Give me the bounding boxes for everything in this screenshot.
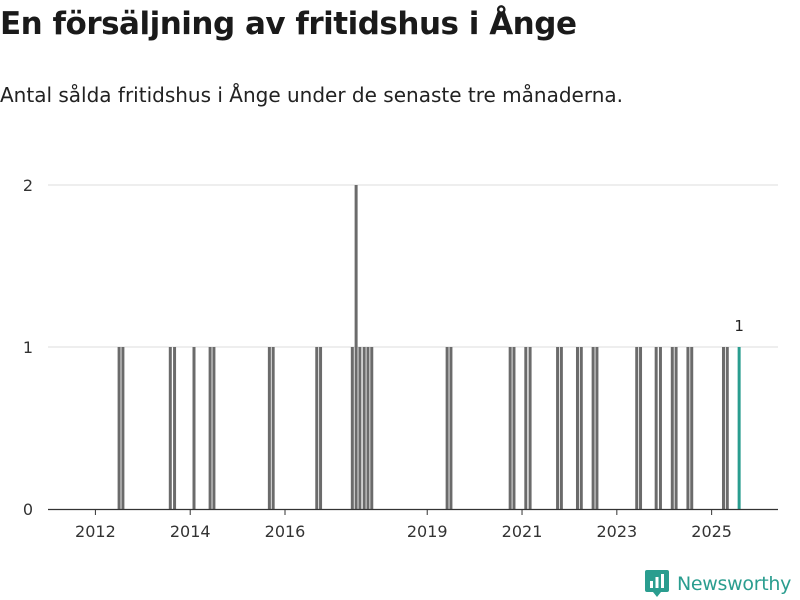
bar bbox=[212, 347, 216, 509]
bar bbox=[686, 347, 690, 509]
bar bbox=[271, 347, 275, 509]
x-tick-label: 2014 bbox=[170, 522, 211, 541]
bar bbox=[725, 347, 729, 509]
bar bbox=[512, 347, 516, 509]
chart-title: En försäljning av fritidshus i Ånge bbox=[0, 6, 577, 42]
newsworthy-icon bbox=[645, 570, 669, 597]
bar bbox=[639, 347, 643, 509]
bar bbox=[315, 347, 319, 509]
x-tick-label: 2012 bbox=[75, 522, 116, 541]
bar bbox=[121, 347, 125, 509]
bar bbox=[670, 347, 674, 509]
bar bbox=[117, 347, 121, 509]
bar bbox=[595, 347, 599, 509]
bar bbox=[366, 347, 370, 509]
x-tick-label: 2023 bbox=[596, 522, 637, 541]
chart-subtitle: Antal sålda fritidshus i Ånge under de s… bbox=[0, 83, 623, 107]
bar bbox=[173, 347, 177, 509]
bar bbox=[350, 347, 354, 509]
bar bbox=[690, 347, 694, 509]
bar bbox=[445, 347, 449, 509]
x-tick-label: 2016 bbox=[265, 522, 306, 541]
bar bbox=[267, 347, 271, 509]
y-tick-label: 0 bbox=[23, 500, 33, 519]
bar bbox=[658, 347, 662, 509]
bar bbox=[559, 347, 563, 509]
x-tick-label: 2019 bbox=[407, 522, 448, 541]
bar bbox=[528, 347, 532, 509]
bar bbox=[737, 347, 741, 509]
bar bbox=[168, 347, 172, 509]
bar bbox=[208, 347, 212, 509]
bar bbox=[192, 347, 196, 509]
bar bbox=[556, 347, 560, 509]
brand-name: Newsworthy bbox=[677, 573, 792, 595]
bar bbox=[319, 347, 323, 509]
bar bbox=[635, 347, 639, 509]
bar bbox=[654, 347, 658, 509]
bar bbox=[524, 347, 528, 509]
gridlines bbox=[48, 184, 778, 348]
bar bbox=[449, 347, 453, 509]
bar bbox=[591, 347, 595, 509]
bar bbox=[354, 185, 358, 509]
bar bbox=[575, 347, 579, 509]
bar bbox=[674, 347, 678, 509]
bar bbox=[721, 347, 725, 509]
y-tick-label: 1 bbox=[23, 338, 33, 357]
axes bbox=[48, 508, 778, 515]
x-tick-label: 2025 bbox=[691, 522, 732, 541]
bar bbox=[362, 347, 366, 509]
bar bbox=[579, 347, 583, 509]
bars bbox=[117, 185, 741, 509]
bar bbox=[508, 347, 512, 509]
y-tick-label: 2 bbox=[23, 176, 33, 195]
newsworthy-logo: Newsworthy bbox=[644, 569, 791, 599]
bar bbox=[370, 347, 374, 509]
bar bbox=[358, 347, 362, 509]
x-tick-label: 2021 bbox=[502, 522, 543, 541]
bar-data-label: 1 bbox=[734, 317, 744, 335]
labels: 0 1 2 1 2012 2014 2016 2019 2021 2023 2025 bbox=[23, 176, 744, 541]
